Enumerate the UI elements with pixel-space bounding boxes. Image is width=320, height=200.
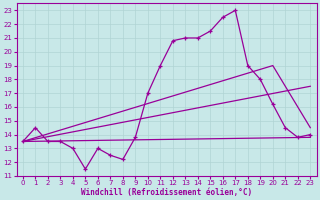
X-axis label: Windchill (Refroidissement éolien,°C): Windchill (Refroidissement éolien,°C) [81,188,252,197]
